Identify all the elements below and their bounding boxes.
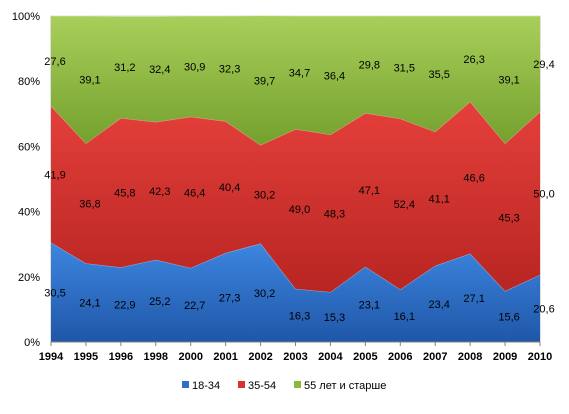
data-label: 16,3 xyxy=(289,310,310,322)
y-tick-label: 20% xyxy=(18,272,40,284)
legend: 18-34 35-54 55 лет и старше xyxy=(182,380,386,392)
data-label: 39,1 xyxy=(79,75,100,87)
data-label: 46,4 xyxy=(184,187,205,199)
data-label: 31,2 xyxy=(114,62,135,74)
data-label: 30,2 xyxy=(254,189,275,201)
data-label: 48,3 xyxy=(324,208,345,220)
data-label: 42,3 xyxy=(149,186,170,198)
data-label: 30,2 xyxy=(254,288,275,300)
data-label: 36,4 xyxy=(324,70,345,82)
data-label: 50,0 xyxy=(533,188,554,200)
data-label: 32,3 xyxy=(219,64,240,76)
data-label: 26,3 xyxy=(463,54,484,66)
data-label: 41,9 xyxy=(44,169,65,181)
x-tick-label: 2003 xyxy=(283,351,307,363)
x-tick-label: 2002 xyxy=(248,351,272,363)
data-label: 25,2 xyxy=(149,296,170,308)
x-tick-label: 2008 xyxy=(458,351,482,363)
x-tick-label: 1996 xyxy=(109,351,133,363)
data-label: 30,9 xyxy=(184,61,205,73)
y-tick-label: 100% xyxy=(12,11,40,23)
data-label: 22,9 xyxy=(114,300,135,312)
y-tick-label: 60% xyxy=(18,141,40,153)
y-tick-label: 80% xyxy=(18,76,40,88)
legend-item-1: 18-34 xyxy=(182,380,220,392)
data-label: 49,0 xyxy=(289,204,310,216)
data-label: 29,4 xyxy=(533,59,554,71)
data-label: 47,1 xyxy=(359,185,380,197)
data-label: 23,1 xyxy=(359,299,380,311)
x-tick-label: 2000 xyxy=(178,351,202,363)
x-tick-label: 2006 xyxy=(388,351,412,363)
data-labels: 30,5 24,1 22,9 25,2 22,7 27,3 30,2 16,3 15,3 23,1… xyxy=(44,54,554,324)
x-tick-label: 1998 xyxy=(144,351,168,363)
x-tick-label: 2001 xyxy=(213,351,237,363)
data-label: 45,8 xyxy=(114,188,135,200)
legend-label: 35-54 xyxy=(248,380,276,392)
data-label: 36,8 xyxy=(79,198,100,210)
data-label: 20,6 xyxy=(533,303,554,315)
legend-swatch xyxy=(182,381,189,388)
data-label: 39,1 xyxy=(498,75,519,87)
x-tick-label: 2004 xyxy=(318,351,343,363)
legend-item-3: 55 лет и старше xyxy=(294,380,386,392)
data-label: 32,4 xyxy=(149,64,170,76)
x-tick-label: 2010 xyxy=(528,351,552,363)
data-label: 39,7 xyxy=(254,75,275,87)
data-label: 15,6 xyxy=(498,312,519,324)
legend-item-2: 35-54 xyxy=(238,380,276,392)
area-series-2 xyxy=(51,101,540,293)
series-areas xyxy=(50,15,541,342)
data-label: 41,1 xyxy=(429,194,450,206)
x-tick-label: 2009 xyxy=(493,351,517,363)
data-label: 27,1 xyxy=(463,293,484,305)
data-label: 15,3 xyxy=(324,312,345,324)
area-series-3 xyxy=(51,15,540,146)
legend-label: 55 лет и старше xyxy=(304,380,386,392)
x-tick-label: 2007 xyxy=(423,351,447,363)
data-label: 34,7 xyxy=(289,68,310,80)
legend-swatch xyxy=(238,381,245,388)
data-label: 24,1 xyxy=(79,298,100,310)
data-label: 52,4 xyxy=(394,199,415,211)
data-label: 23,4 xyxy=(429,299,450,311)
data-label: 31,5 xyxy=(394,62,415,74)
data-label: 27,6 xyxy=(44,56,65,68)
y-tick-label: 0% xyxy=(24,337,40,349)
x-tick-label: 1995 xyxy=(74,351,98,363)
x-tick-label: 2005 xyxy=(353,351,377,363)
legend-label: 18-34 xyxy=(192,380,220,392)
data-label: 27,3 xyxy=(219,293,240,305)
legend-swatch xyxy=(294,381,301,388)
series-edge-3 xyxy=(51,15,540,17)
area-series-1 xyxy=(51,242,540,342)
data-label: 16,1 xyxy=(394,311,415,323)
data-label: 35,5 xyxy=(429,69,450,81)
data-label: 30,5 xyxy=(44,287,65,299)
data-label: 46,6 xyxy=(463,173,484,185)
data-label: 29,8 xyxy=(359,60,380,72)
y-tick-label: 40% xyxy=(18,207,40,219)
data-label: 45,3 xyxy=(498,212,519,224)
data-label: 40,4 xyxy=(219,182,240,194)
x-tick-label: 1994 xyxy=(39,351,64,363)
axes: 0% 20% 40% 60% 80% 100% 1994 1995 1996 1998 2000 20… xyxy=(12,11,552,363)
data-label: 22,7 xyxy=(184,300,205,312)
